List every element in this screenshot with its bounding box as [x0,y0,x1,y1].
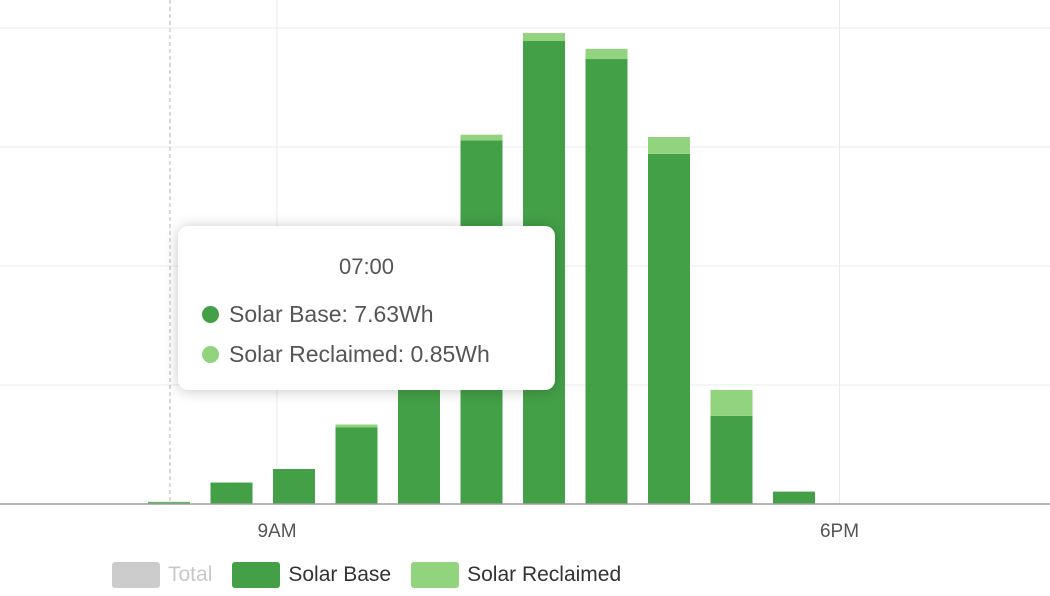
legend-swatch-solar-reclaimed [411,562,460,588]
chart-legend: Total Solar Base Solar Reclaimed [112,560,641,590]
tooltip-title: 07:00 [338,254,395,279]
bar-solar-reclaimed-10 [335,424,378,428]
legend-item-solar-base[interactable]: Solar Base [232,562,391,588]
bar-solar-base-10 [335,427,378,504]
bar-solar-base-8 [210,482,253,504]
bar-solar-reclaimed-14 [585,48,628,60]
tooltip-row-solar-base: Solar Base: 7.63Wh [178,294,555,334]
bar-solar-reclaimed-13 [523,33,565,41]
bar-solar-base-16 [710,415,753,504]
bar-solar-base-15 [648,153,690,504]
tooltip-dot-solar-reclaimed [202,345,219,363]
chart-tooltip: 07:00 Solar Base: 7.63Wh Solar Reclaimed… [178,226,555,390]
bar-solar-base-14 [585,59,628,505]
x-tick-label-9am: 9AM [257,521,296,542]
legend-swatch-solar-base [232,562,281,588]
legend-label-total: Total [168,563,213,586]
tooltip-text-solar-reclaimed: Solar Reclaimed: 0.85Wh [229,340,490,367]
legend-item-solar-reclaimed[interactable]: Solar Reclaimed [411,562,621,588]
bar-solar-base-9 [273,468,315,504]
tooltip-row-solar-reclaimed: Solar Reclaimed: 0.85Wh [178,334,555,374]
bar-solar-reclaimed-12 [460,134,503,141]
legend-swatch-total [112,562,160,588]
tooltip-text-solar-base: Solar Base: 7.63Wh [229,300,434,327]
bar-solar-reclaimed-15 [648,136,690,154]
x-tick-label-6pm: 6PM [820,521,859,542]
bar-solar-reclaimed-16 [710,389,753,416]
bar-solar-base-7 [148,502,190,504]
legend-label-solar-reclaimed: Solar Reclaimed [467,563,622,586]
bar-solar-base-17 [773,491,815,504]
legend-label-solar-base: Solar Base [288,563,392,586]
legend-item-total[interactable]: Total [112,562,212,588]
tooltip-dot-solar-base [202,305,219,323]
